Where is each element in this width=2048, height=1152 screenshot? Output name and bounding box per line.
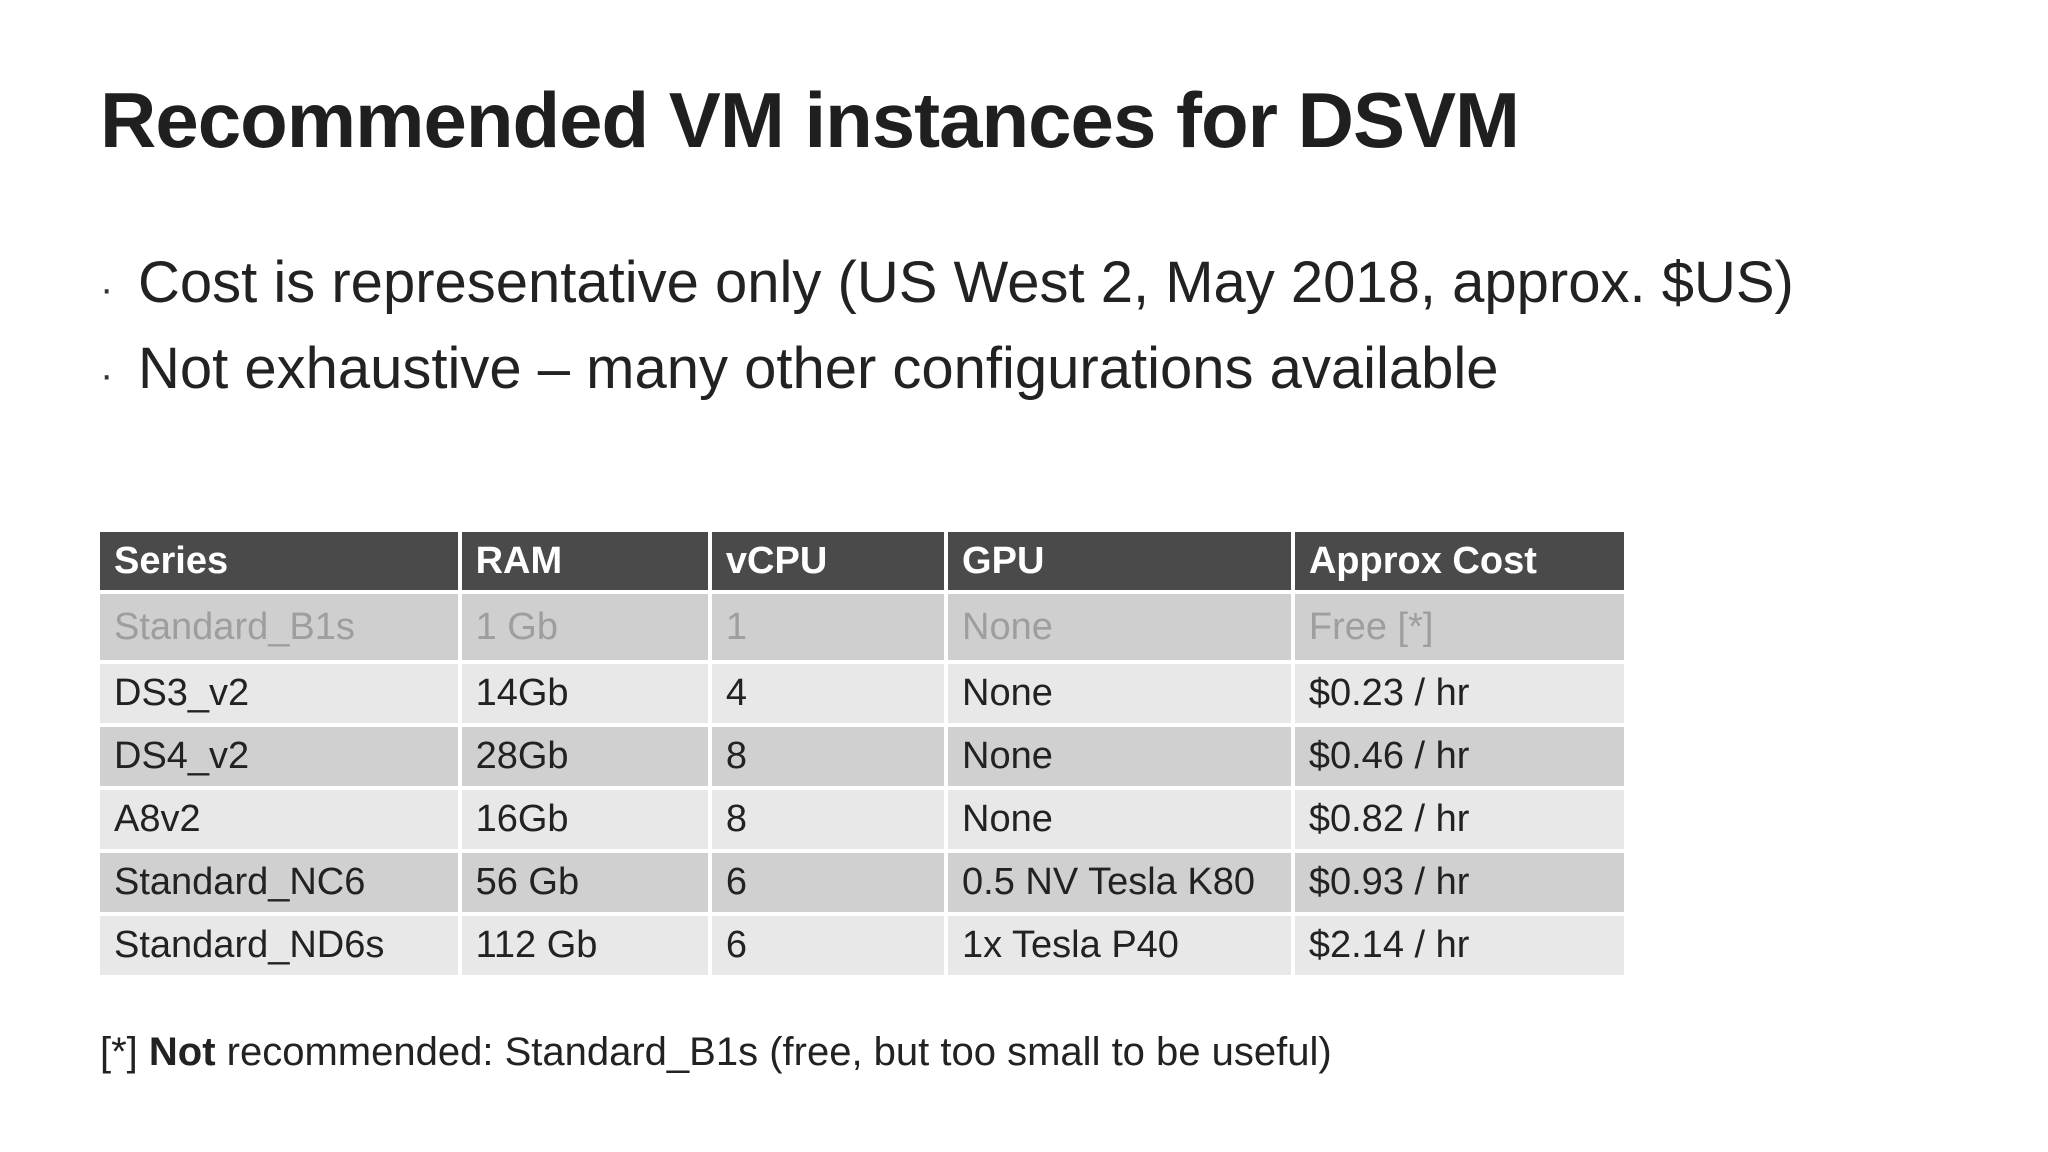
footnote-emphasis: Not [148, 1030, 216, 1074]
footnote-text: recommended: Standard_B1s (free, but too… [215, 1030, 1332, 1074]
cell-ram: 14Gb [461, 664, 708, 723]
cell-ram: 56 Gb [461, 853, 708, 912]
table-header-row: Series RAM vCPU GPU Approx Cost [100, 532, 1624, 590]
cell-cost: $2.14 / hr [1294, 916, 1624, 975]
cell-series: DS4_v2 [100, 727, 458, 786]
slide-title: Recommended VM instances for DSVM [100, 76, 1520, 164]
cell-ram: 16Gb [461, 790, 708, 849]
cell-cost: Free [*] [1294, 594, 1624, 660]
cell-vcpu: 4 [711, 664, 945, 723]
cell-gpu: None [948, 790, 1291, 849]
cell-gpu: 1x Tesla P40 [948, 916, 1291, 975]
header-approx-cost: Approx Cost [1294, 532, 1624, 590]
cell-vcpu: 1 [711, 594, 945, 660]
table-row: DS3_v2 14Gb 4 None $0.23 / hr [100, 664, 1624, 723]
cell-series: A8v2 [100, 790, 458, 849]
cell-cost: $0.23 / hr [1294, 664, 1624, 723]
table-row: DS4_v2 28Gb 8 None $0.46 / hr [100, 727, 1624, 786]
cell-vcpu: 6 [711, 916, 945, 975]
bullet-list: · Cost is representative only (US West 2… [100, 240, 1794, 412]
bullet-text: Not exhaustive – many other configuratio… [138, 336, 1499, 401]
bullet-dot-icon: · [100, 267, 114, 311]
table-row: Standard_B1s 1 Gb 1 None Free [*] [100, 594, 1624, 660]
cell-vcpu: 6 [711, 853, 945, 912]
header-vcpu: vCPU [711, 532, 945, 590]
cell-ram: 1 Gb [461, 594, 708, 660]
bullet-item: · Not exhaustive – many other configurat… [100, 326, 1794, 412]
cell-ram: 112 Gb [461, 916, 708, 975]
cell-vcpu: 8 [711, 727, 945, 786]
cell-cost: $0.82 / hr [1294, 790, 1624, 849]
vm-instances-table: Series RAM vCPU GPU Approx Cost Standard… [96, 528, 1628, 979]
cell-series: Standard_ND6s [100, 916, 458, 975]
cell-cost: $0.93 / hr [1294, 853, 1624, 912]
bullet-item: · Cost is representative only (US West 2… [100, 240, 1794, 326]
bullet-dot-icon: · [100, 353, 114, 397]
header-gpu: GPU [948, 532, 1291, 590]
cell-vcpu: 8 [711, 790, 945, 849]
table-row: A8v2 16Gb 8 None $0.82 / hr [100, 790, 1624, 849]
cell-gpu: None [948, 594, 1291, 660]
cell-gpu: 0.5 NV Tesla K80 [948, 853, 1291, 912]
header-ram: RAM [461, 532, 708, 590]
table-row: Standard_ND6s 112 Gb 6 1x Tesla P40 $2.1… [100, 916, 1624, 975]
cell-gpu: None [948, 664, 1291, 723]
cell-cost: $0.46 / hr [1294, 727, 1624, 786]
footnote: [*] Not recommended: Standard_B1s (free,… [100, 1030, 1332, 1075]
table-row: Standard_NC6 56 Gb 6 0.5 NV Tesla K80 $0… [100, 853, 1624, 912]
footnote-prefix: [*] [100, 1030, 149, 1074]
cell-series: DS3_v2 [100, 664, 458, 723]
header-series: Series [100, 532, 458, 590]
cell-ram: 28Gb [461, 727, 708, 786]
cell-series: Standard_B1s [100, 594, 458, 660]
cell-gpu: None [948, 727, 1291, 786]
bullet-text: Cost is representative only (US West 2, … [138, 250, 1794, 315]
cell-series: Standard_NC6 [100, 853, 458, 912]
